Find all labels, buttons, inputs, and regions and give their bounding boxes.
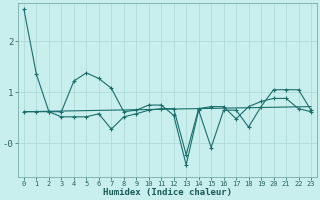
X-axis label: Humidex (Indice chaleur): Humidex (Indice chaleur) [103, 188, 232, 197]
